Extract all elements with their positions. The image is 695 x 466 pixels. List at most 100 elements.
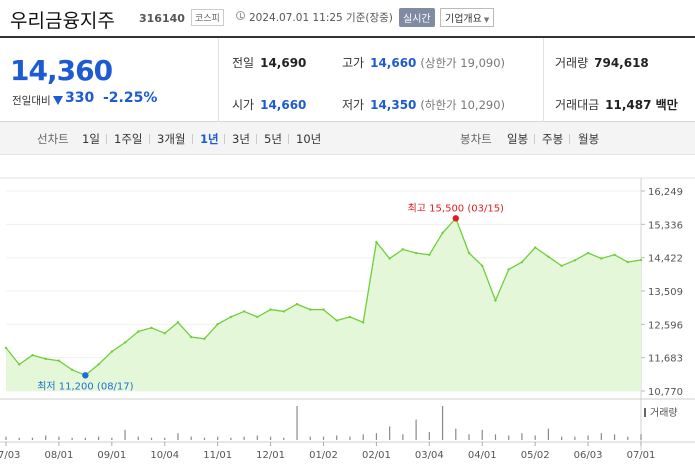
volume-bar <box>455 428 457 440</box>
realtime-button[interactable]: 실시간 <box>399 8 435 27</box>
price-area-fill <box>6 218 641 391</box>
volume-bar <box>296 406 298 440</box>
data-point <box>18 363 21 366</box>
volume-bar <box>613 434 616 440</box>
company-name[interactable]: 우리금융지주 <box>10 10 115 32</box>
prev-close: 전일 14,690 <box>232 54 306 71</box>
data-point <box>388 257 391 260</box>
data-point <box>639 258 643 262</box>
timestamp: 2024.07.01 11:25 기준(장중) <box>249 12 393 24</box>
volume: 거래량 794,618 <box>555 54 649 71</box>
volume-bar <box>534 435 536 440</box>
data-point <box>44 357 47 361</box>
volume-legend-swatch <box>644 408 646 417</box>
data-point <box>123 341 127 344</box>
data-point <box>626 260 629 264</box>
current-price: 14,360 <box>10 54 113 87</box>
tab-separator <box>534 134 535 144</box>
data-point <box>335 319 338 322</box>
down-arrow-icon <box>53 96 63 105</box>
tab-3m[interactable]: 3개월 <box>157 132 186 146</box>
open-label: 시가 <box>232 98 255 112</box>
volume-bar <box>600 433 602 440</box>
data-point <box>375 240 378 244</box>
tab-1d[interactable]: 1일 <box>82 132 100 146</box>
high-marker <box>452 215 459 222</box>
volume-bar <box>217 436 219 440</box>
tab-separator <box>149 134 150 144</box>
volume-bar <box>508 435 510 440</box>
tab-separator <box>224 134 225 144</box>
data-point <box>295 302 299 306</box>
volume-bar <box>230 437 232 440</box>
tab-1w[interactable]: 1주일 <box>114 132 143 146</box>
data-point <box>428 253 431 257</box>
tab-separator <box>106 134 107 144</box>
volume-bar <box>124 429 126 440</box>
data-point <box>481 264 484 267</box>
data-point <box>467 251 471 255</box>
data-point <box>547 255 550 258</box>
volume-bar <box>31 437 34 440</box>
line-chart-title: 선차트 <box>37 132 69 146</box>
data-point <box>494 299 497 302</box>
market-badge: 코스피 <box>191 9 224 26</box>
volume-bar <box>18 437 20 440</box>
data-point <box>520 260 524 264</box>
volume-bar <box>389 426 391 440</box>
volume-bar <box>521 433 523 440</box>
volume-bar <box>98 436 100 440</box>
volume-bar <box>481 429 483 440</box>
tab-separator <box>569 134 570 144</box>
tab-5y[interactable]: 5년 <box>264 132 282 146</box>
data-point <box>256 315 259 319</box>
divider <box>543 38 544 122</box>
volume-label: 거래량 <box>650 407 678 419</box>
high-value: 14,660 <box>370 56 417 70</box>
x-tick-label: 01/02 <box>309 450 338 461</box>
change-label: 전일대비 <box>12 95 51 107</box>
data-point <box>150 326 153 330</box>
data-point <box>137 330 140 333</box>
company-info-dropdown[interactable]: 기업개요 ▼ <box>440 8 495 27</box>
divider <box>218 38 219 122</box>
change-rate: -2.25% <box>103 90 158 106</box>
data-point <box>533 246 537 249</box>
volume-bar <box>415 419 417 440</box>
volume-bar <box>309 436 311 440</box>
volume-bar <box>111 437 113 440</box>
volume-bar <box>256 435 258 440</box>
data-point <box>163 332 166 335</box>
volume-bar <box>574 436 576 440</box>
volume-bar <box>283 437 285 440</box>
volume-bar <box>468 434 470 440</box>
tab-weekly[interactable]: 주봉 <box>542 132 564 146</box>
x-tick-label: 10/04 <box>150 450 179 461</box>
volume-bar <box>5 436 7 440</box>
prev-close-value: 14,690 <box>260 56 307 70</box>
data-point <box>600 257 603 260</box>
price-chart[interactable]: 16,249 15,336 14,422 13,509 12,596 11,683 10,7… <box>0 170 695 466</box>
tab-3y[interactable]: 3년 <box>232 132 250 146</box>
x-tick-label: 05/02 <box>521 450 550 461</box>
x-tick-label: 03/04 <box>415 450 444 461</box>
x-tick-label: 08/01 <box>45 450 74 461</box>
data-point <box>269 308 272 311</box>
candle-chart-title: 봉차트 <box>460 132 492 146</box>
y-tick-label: 10,770 <box>648 387 683 398</box>
volume-bar <box>428 432 430 440</box>
stock-header: 우리금융지주 316140 코스피 2024.07.01 11:25 기준(장중… <box>0 0 695 36</box>
volume-bar <box>269 436 272 440</box>
tab-1y[interactable]: 1년 <box>200 132 219 146</box>
y-tick-label: 13,509 <box>648 287 683 298</box>
tab-monthly[interactable]: 월봉 <box>578 132 600 146</box>
stock-code: 316140 <box>139 12 185 25</box>
y-tick-label: 11,683 <box>648 354 683 365</box>
data-point <box>560 264 563 267</box>
tab-10y[interactable]: 10년 <box>296 132 322 146</box>
tab-daily[interactable]: 일봉 <box>507 132 529 146</box>
x-tick-label: 09/01 <box>97 450 126 461</box>
data-point <box>176 321 180 324</box>
amount-label: 거래대금 <box>555 98 600 112</box>
volume-bar <box>71 437 73 440</box>
